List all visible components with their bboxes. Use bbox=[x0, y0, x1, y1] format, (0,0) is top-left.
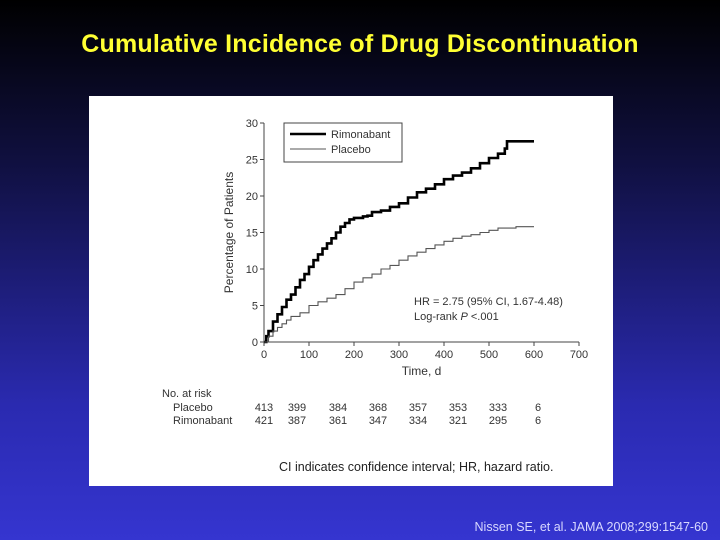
legend-box bbox=[283, 122, 403, 163]
risk-value: 387 bbox=[288, 415, 306, 427]
risk-row-label-placebo: Placebo bbox=[173, 402, 213, 414]
chart-footnote: CI indicates confidence interval; HR, ha… bbox=[279, 460, 553, 474]
series-lines bbox=[264, 140, 534, 344]
y-tick-label: 0 bbox=[252, 337, 258, 349]
risk-value: 321 bbox=[449, 415, 467, 427]
axes: 0 100 200 300 400 500 600 700 0 5 10 15 20 25 30 Time, … bbox=[222, 118, 588, 378]
citation: Nissen SE, et al. JAMA 2008;299:1547-60 bbox=[474, 520, 708, 534]
slide-title: Cumulative Incidence of Drug Discontinua… bbox=[81, 30, 639, 58]
x-tick-label: 600 bbox=[525, 349, 543, 361]
log-rank-prefix: Log-rank bbox=[414, 311, 460, 323]
risk-value: 384 bbox=[329, 402, 347, 414]
risk-value: 347 bbox=[369, 415, 387, 427]
risk-value: 295 bbox=[489, 415, 507, 427]
risk-value: 399 bbox=[288, 402, 306, 414]
series-line-placebo bbox=[264, 226, 534, 343]
number-at-risk-table: No. at risk Placebo 413 399 384 368 357 353 333 6… bbox=[162, 388, 541, 427]
log-rank-p: P bbox=[460, 311, 468, 323]
risk-table-header: No. at risk bbox=[162, 388, 212, 400]
risk-value: 368 bbox=[369, 402, 387, 414]
x-tick-label: 300 bbox=[390, 349, 408, 361]
log-rank-text: Log-rank P <.001 bbox=[414, 311, 499, 323]
x-tick-label: 400 bbox=[435, 349, 453, 361]
y-tick-label: 10 bbox=[246, 264, 258, 276]
risk-value: 6 bbox=[535, 415, 541, 427]
y-tick-label: 30 bbox=[246, 118, 258, 130]
hazard-ratio-annotation: HR = 2.75 (95% CI, 1.67-4.48) Log-rank P … bbox=[414, 296, 563, 323]
legend-label-rimonabant: Rimonabant bbox=[331, 129, 390, 141]
risk-value: 353 bbox=[449, 402, 467, 414]
y-axis-label: Percentage of Patients bbox=[222, 172, 236, 293]
x-tick-label: 100 bbox=[300, 349, 318, 361]
risk-value: 421 bbox=[255, 415, 273, 427]
y-tick-label: 5 bbox=[252, 301, 258, 313]
kaplan-meier-chart: 0 100 200 300 400 500 600 700 0 5 10 15 20 25 30 Time, … bbox=[162, 118, 588, 474]
risk-value: 6 bbox=[535, 402, 541, 414]
risk-value: 361 bbox=[329, 415, 347, 427]
risk-value: 333 bbox=[489, 402, 507, 414]
y-tick-label: 20 bbox=[246, 191, 258, 203]
legend: Rimonabant Placebo bbox=[283, 122, 403, 163]
risk-value: 334 bbox=[409, 415, 427, 427]
x-tick-label: 700 bbox=[570, 349, 588, 361]
legend-label-placebo: Placebo bbox=[331, 144, 371, 156]
hazard-ratio-text: HR = 2.75 (95% CI, 1.67-4.48) bbox=[414, 296, 563, 308]
x-tick-label: 200 bbox=[345, 349, 363, 361]
risk-value: 413 bbox=[255, 402, 273, 414]
y-tick-label: 15 bbox=[246, 228, 258, 240]
risk-value: 357 bbox=[409, 402, 427, 414]
x-tick-label: 500 bbox=[480, 349, 498, 361]
x-tick-label: 0 bbox=[261, 349, 267, 361]
chart-panel: 0 100 200 300 400 500 600 700 0 5 10 15 20 25 30 Time, … bbox=[89, 96, 613, 486]
y-tick-label: 25 bbox=[246, 155, 258, 167]
x-axis-label: Time, d bbox=[402, 364, 442, 378]
log-rank-suffix: <.001 bbox=[468, 311, 499, 323]
series-line-rimonabant bbox=[264, 140, 534, 344]
risk-row-label-rimonabant: Rimonabant bbox=[173, 415, 232, 427]
